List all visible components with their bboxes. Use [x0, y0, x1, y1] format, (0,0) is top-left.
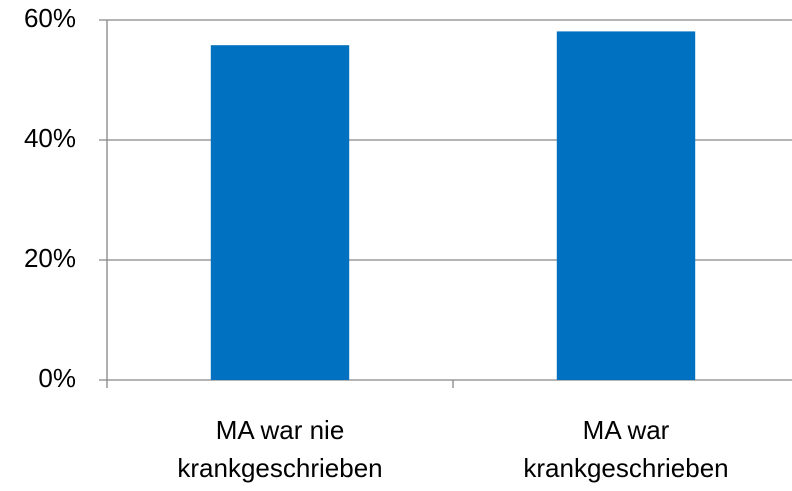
y-tick-label: 0%	[38, 363, 76, 393]
bar	[210, 45, 350, 380]
x-tick-label: MA war nie	[216, 415, 345, 445]
x-tick-label: MA war	[583, 415, 670, 445]
y-tick-label: 40%	[24, 123, 76, 153]
bar	[556, 31, 696, 381]
y-tick-label: 60%	[24, 3, 76, 33]
x-tick-label: krankgeschrieben	[177, 453, 382, 483]
x-tick-label: krankgeschrieben	[523, 453, 728, 483]
y-tick-label: 20%	[24, 243, 76, 273]
